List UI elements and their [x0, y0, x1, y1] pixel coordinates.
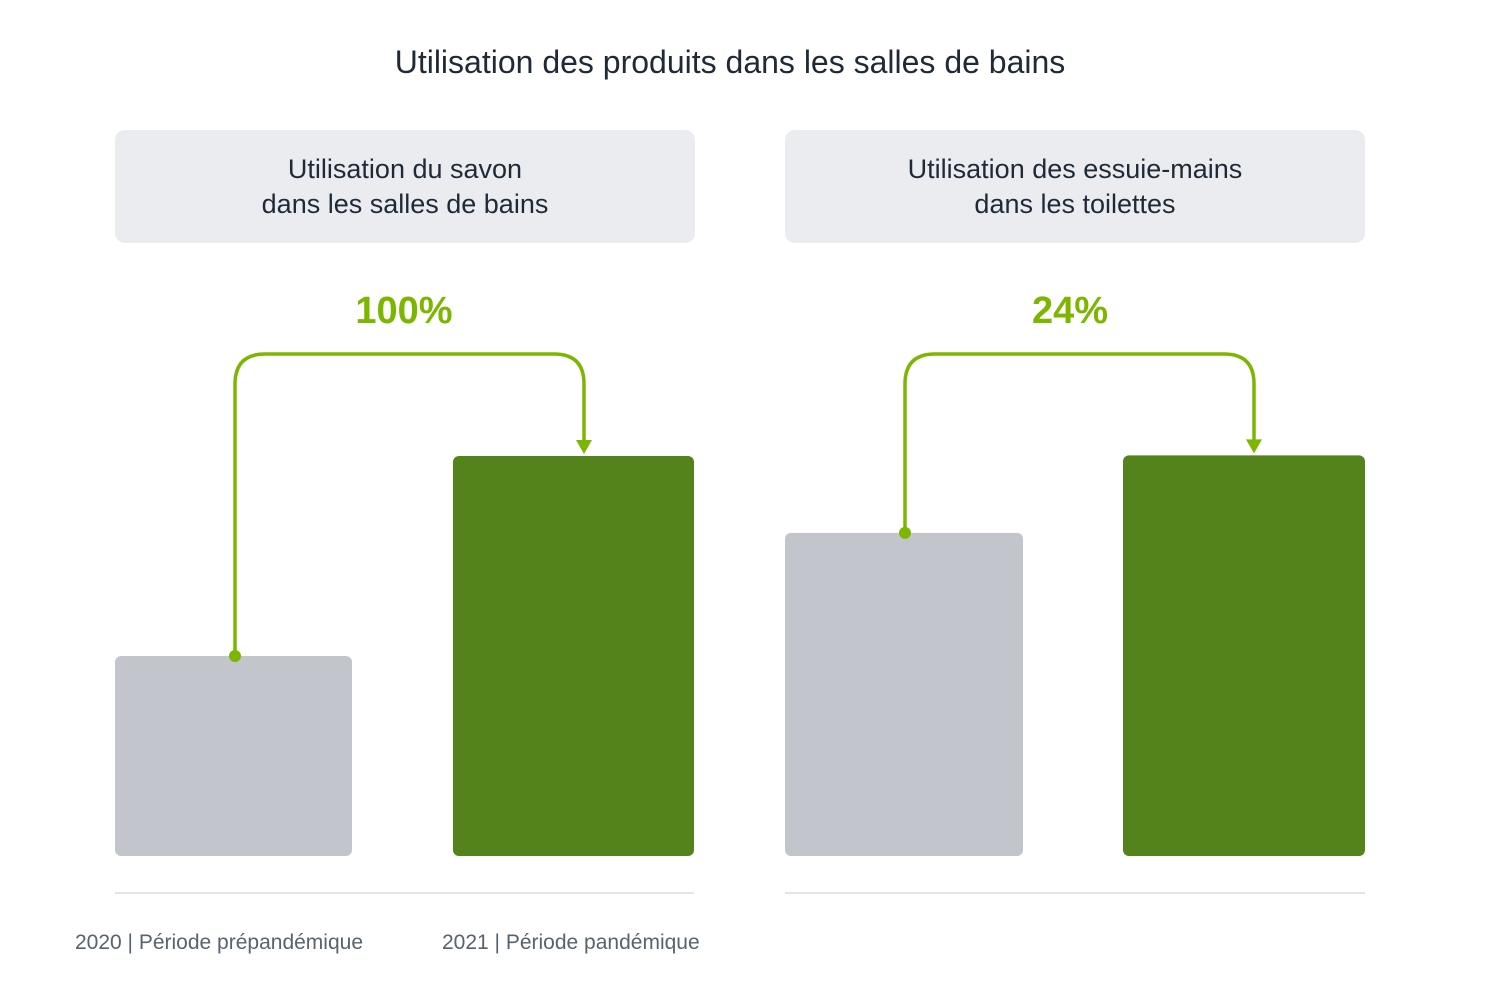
bar-1-before [115, 656, 352, 856]
change-connector-1 [233, 352, 586, 656]
panel-header-towels: Utilisation des essuie-mains dans les to… [785, 130, 1365, 243]
connector-start-dot-1 [229, 650, 241, 662]
bar-1-after [453, 456, 694, 856]
connector-start-dot-2 [899, 526, 911, 539]
connector-arrowhead-2 [1246, 439, 1262, 454]
panel-header-soap-line-1: Utilisation du savon [287, 153, 523, 184]
panel-header-soap: Utilisation du savon dans les salles de … [115, 130, 695, 243]
connector-arrowhead-1 [576, 440, 592, 454]
legend-item-before: 2020 | Période prépandémique [75, 931, 364, 954]
panel-header-towels-line-2: dans les toilettes [974, 188, 1176, 219]
chart-title: Utilisation des produits dans les salles… [394, 44, 1066, 80]
bar-2-after [1123, 455, 1365, 856]
change-connector-2 [903, 352, 1256, 533]
panel-header-towels-line-1: Utilisation des essuie-mains [907, 153, 1243, 184]
panel-header-soap-line-2: dans les salles de bains [261, 188, 549, 219]
legend-item-after: 2021 | Période pandémique [442, 931, 700, 954]
change-label-soap: 100% [355, 290, 453, 332]
bar-2-before [785, 532, 1023, 856]
change-label-towels: 24% [1031, 290, 1109, 332]
